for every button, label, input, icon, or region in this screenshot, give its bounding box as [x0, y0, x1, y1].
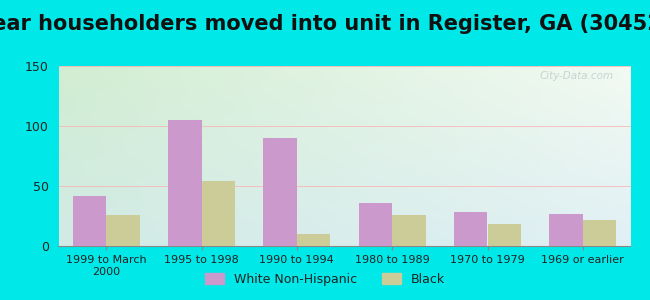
Bar [488, 224, 521, 246]
Bar [359, 203, 392, 246]
Bar [454, 212, 488, 246]
Bar [392, 215, 426, 246]
Text: Year householders moved into unit in Register, GA (30452): Year householders moved into unit in Reg… [0, 14, 650, 34]
Bar [297, 234, 330, 246]
Bar [263, 138, 297, 246]
Bar [106, 215, 140, 246]
Bar [168, 120, 202, 246]
Bar [202, 181, 235, 246]
Bar [583, 220, 616, 246]
Bar [549, 214, 583, 246]
Bar [73, 196, 106, 246]
Text: City-Data.com: City-Data.com [540, 71, 614, 81]
Legend: White Non-Hispanic, Black: White Non-Hispanic, Black [200, 268, 450, 291]
